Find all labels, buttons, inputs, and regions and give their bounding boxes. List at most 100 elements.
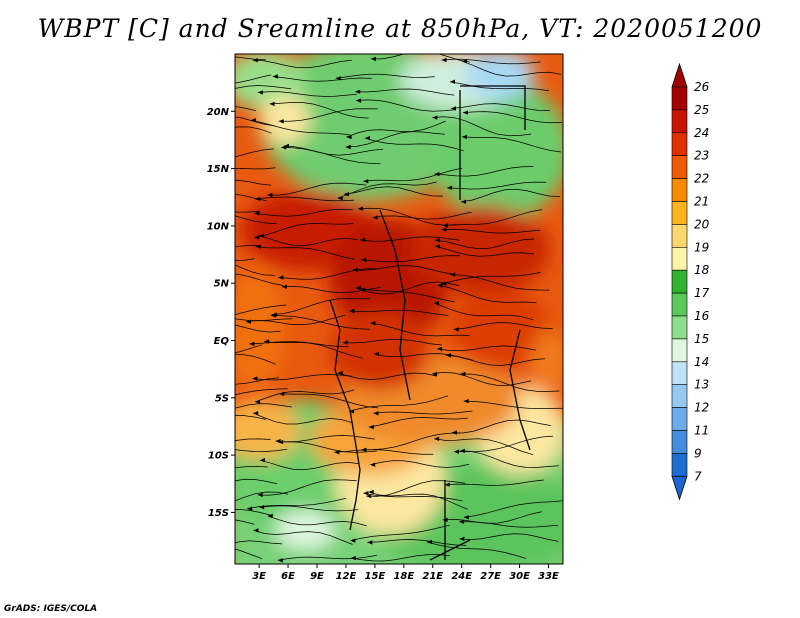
streamline xyxy=(372,211,472,220)
streamline-arrow xyxy=(434,171,440,177)
streamline xyxy=(235,56,267,61)
streamline xyxy=(272,76,372,82)
streamline xyxy=(349,309,449,316)
country-boundaries xyxy=(329,85,531,561)
lat-tick-label: 5N xyxy=(214,279,230,290)
colorbar-bottom-arrow xyxy=(671,475,688,501)
streamline xyxy=(249,341,349,348)
lon-tick-label: 33E xyxy=(538,571,559,582)
colorbar-segment xyxy=(671,201,688,225)
streamline xyxy=(235,116,275,127)
streamline-arrow xyxy=(254,235,260,240)
streamline-arrow xyxy=(168,187,173,191)
colorbar-segment xyxy=(671,224,688,248)
lon-tick-label: 21E xyxy=(422,571,443,582)
streamline xyxy=(235,414,267,420)
streamline xyxy=(235,126,272,134)
lon-tick-label: 24E xyxy=(451,571,472,582)
streamline xyxy=(235,193,267,202)
streamline-arrow xyxy=(253,528,259,533)
streamline xyxy=(235,388,288,396)
streamline xyxy=(257,91,357,97)
colorbar-label: 9 xyxy=(694,446,702,460)
streamline xyxy=(364,137,464,152)
streamline xyxy=(459,521,559,528)
streamline xyxy=(432,116,532,137)
streamline-arrow xyxy=(463,398,469,404)
streamline-arrow xyxy=(459,448,465,454)
streamline xyxy=(281,285,381,293)
streamline xyxy=(235,344,262,353)
streamline-arrow xyxy=(453,327,459,332)
lat-tick-label: 15N xyxy=(207,164,230,175)
colorbar-segment xyxy=(671,315,688,340)
streamline xyxy=(255,196,355,202)
streamline-arrow xyxy=(350,555,356,561)
streamline xyxy=(357,207,457,226)
streamline-arrow xyxy=(267,513,273,519)
streamline xyxy=(433,302,534,321)
streamline xyxy=(253,530,353,545)
streamline xyxy=(350,524,450,541)
colorbar-segment xyxy=(671,338,688,363)
streamline xyxy=(461,60,562,77)
streamline-arrow xyxy=(189,502,194,506)
streamline xyxy=(235,324,281,333)
lon-tick-label: 6E xyxy=(281,571,295,582)
streamline xyxy=(437,345,537,352)
streamline xyxy=(235,448,288,452)
streamline-arrow xyxy=(162,233,167,237)
streamline xyxy=(442,209,542,226)
streamline-arrow xyxy=(188,447,193,451)
streamline xyxy=(441,58,541,65)
streamline xyxy=(459,450,559,468)
lat-tick-label: 5S xyxy=(215,393,229,404)
streamline xyxy=(352,265,452,275)
colorbar-label: 14 xyxy=(694,355,709,369)
streamline-arrow xyxy=(247,506,253,511)
streamline-arrow xyxy=(451,430,457,435)
streamline xyxy=(235,74,272,84)
streamline-arrow xyxy=(254,211,260,216)
streamline-arrow xyxy=(355,285,361,291)
streamline-arrow xyxy=(344,192,349,197)
streamline-arrow xyxy=(169,466,174,470)
streamline xyxy=(367,539,467,546)
streamline-arrow xyxy=(278,119,284,124)
streamline-arrow xyxy=(460,371,466,377)
colorbar-label: 23 xyxy=(694,149,709,163)
streamline xyxy=(255,246,355,260)
streamline xyxy=(235,478,278,485)
streamline-arrow xyxy=(463,515,469,520)
streamline-arrow xyxy=(459,536,465,542)
streamline-arrow xyxy=(360,287,366,292)
streamline-arrow xyxy=(192,92,197,96)
streamline-arrow xyxy=(281,284,287,289)
lon-tick-label: 3E xyxy=(252,571,266,582)
streamline xyxy=(459,533,559,542)
streamline xyxy=(361,432,461,451)
colorbar-segment xyxy=(671,247,688,271)
streamline xyxy=(252,374,352,381)
colorbar-label: 21 xyxy=(694,195,709,209)
streamline-arrow xyxy=(175,156,180,160)
colorbar-segment xyxy=(671,453,688,477)
colorbar-label: 24 xyxy=(694,126,709,140)
streamline-arrow xyxy=(189,399,194,403)
streamline xyxy=(363,167,463,182)
streamline-arrow xyxy=(163,351,168,355)
streamline-arrow xyxy=(461,199,466,204)
streamline-arrow xyxy=(194,310,199,314)
streamline xyxy=(370,460,470,468)
streamlines xyxy=(162,54,563,563)
streamline xyxy=(355,88,455,96)
streamline xyxy=(360,236,460,242)
colorbar-segment xyxy=(671,384,688,408)
streamline xyxy=(432,372,532,386)
streamline xyxy=(235,491,289,502)
lat-tick-label: EQ xyxy=(214,336,230,347)
streamline xyxy=(235,354,276,365)
colorbar: 26 25 24 23 22 21 20 19 18 17 16 15 14 13 12 11 9 7 xyxy=(671,62,710,501)
streamline xyxy=(235,85,292,90)
streamline xyxy=(235,245,261,247)
